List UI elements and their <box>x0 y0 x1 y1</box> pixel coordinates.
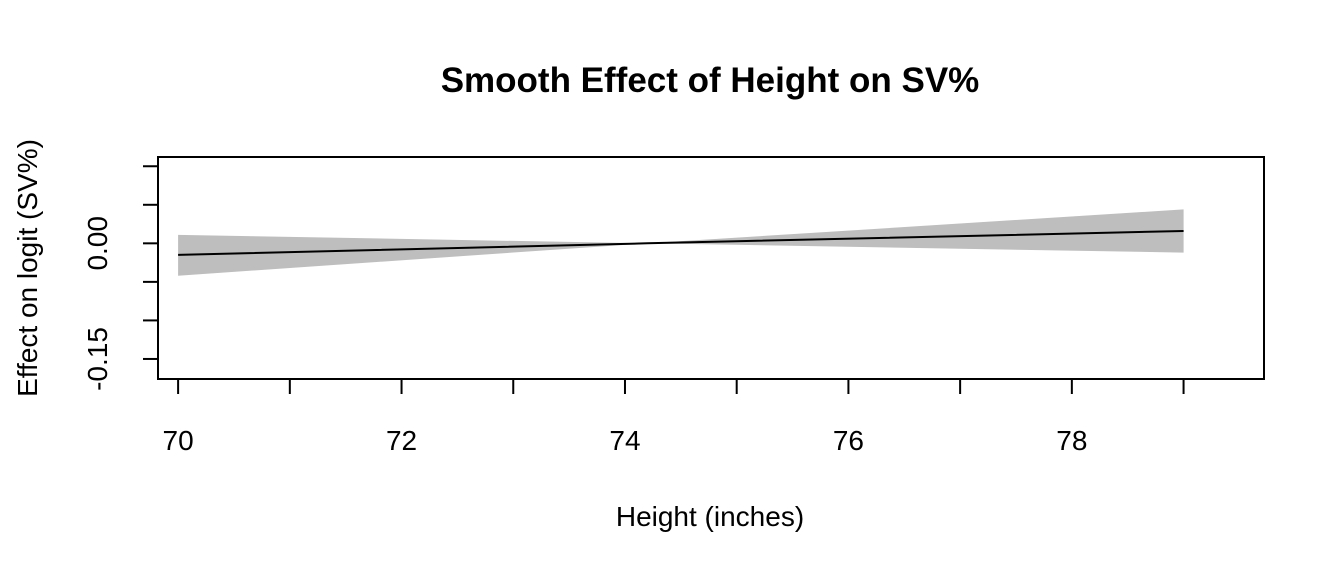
x-axis: 70 72 74 76 78 <box>163 379 1185 456</box>
y-tick-label: 0.00 <box>82 216 113 270</box>
x-tick-label: 70 <box>163 425 194 456</box>
x-tick-label: 78 <box>1056 425 1087 456</box>
y-axis: -0.15 0.00 <box>82 165 158 391</box>
smooth-effect-line <box>178 230 1184 256</box>
x-tick-label: 72 <box>386 425 417 456</box>
x-tick-label: 76 <box>833 425 864 456</box>
chart-title: Smooth Effect of Height on SV% <box>441 61 980 100</box>
x-axis-label: Height (inches) <box>616 501 804 532</box>
x-tick-label: 74 <box>609 425 640 456</box>
y-axis-label: Effect on logit (SV%) <box>12 139 43 397</box>
plot-frame <box>157 156 1265 380</box>
plot-area <box>178 209 1184 276</box>
y-tick-label: -0.15 <box>82 327 113 391</box>
